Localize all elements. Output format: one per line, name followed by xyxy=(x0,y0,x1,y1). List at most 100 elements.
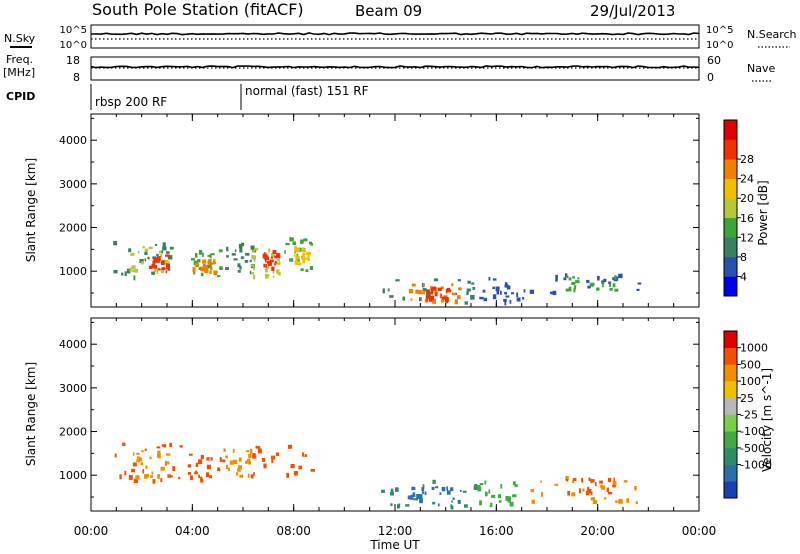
power-cell xyxy=(264,257,267,263)
velocity-y-axis: 1000 2000 3000 4000 xyxy=(59,321,699,498)
velocity-cell xyxy=(156,446,161,449)
velocity-cell xyxy=(554,483,559,486)
noise-left-tick-high: 10^5 xyxy=(60,25,87,36)
velocity-cell xyxy=(531,499,535,504)
power-echo-region-1 xyxy=(113,240,174,281)
power-cell xyxy=(263,263,266,268)
power-cell xyxy=(552,290,557,296)
noise-left-tick-low: 10^0 xyxy=(60,40,87,51)
colorbar-swatch xyxy=(724,431,737,449)
power-cell xyxy=(269,259,274,263)
cpid-row: CPID rbsp 200 RF normal (fast) 151 RF xyxy=(6,84,369,110)
power-cell xyxy=(284,250,286,254)
velocity-cell xyxy=(488,489,491,494)
velocity-cell xyxy=(205,472,210,478)
velocity-cell xyxy=(161,444,166,447)
power-cell xyxy=(492,294,497,300)
power-cell xyxy=(133,275,136,281)
power-cell xyxy=(302,252,305,257)
power-cell xyxy=(426,292,429,295)
frequency-line xyxy=(90,65,700,69)
power-cell xyxy=(264,273,269,279)
power-cell xyxy=(234,249,237,253)
colorbar-tick-label: -25 xyxy=(740,409,758,422)
velocity-cell xyxy=(473,485,478,490)
power-cell xyxy=(197,259,201,263)
velocity-cell xyxy=(133,478,138,483)
velocity-cell xyxy=(225,455,228,459)
velocity-cell xyxy=(419,494,423,500)
velocity-cell xyxy=(565,476,569,481)
power-cell xyxy=(198,250,203,255)
power-cell xyxy=(575,280,580,284)
y-tick-label: 2000 xyxy=(59,426,87,439)
station-title: South Pole Station (fitACF) xyxy=(92,0,304,19)
velocity-cell xyxy=(490,502,493,505)
power-cell xyxy=(516,292,519,297)
velocity-cell xyxy=(599,480,603,484)
velocity-cell xyxy=(512,494,517,498)
power-cell xyxy=(265,268,268,273)
power-cell xyxy=(200,272,204,277)
power-echo-region-10 xyxy=(293,246,311,266)
power-cell xyxy=(492,286,496,289)
velocity-cell xyxy=(236,472,239,476)
velocity-cell xyxy=(623,480,628,483)
power-echo-region-13 xyxy=(425,286,452,302)
power-cell xyxy=(309,266,313,270)
velocity-cell xyxy=(135,475,140,480)
power-cell xyxy=(458,287,462,291)
y-tick-label: 4000 xyxy=(59,338,87,351)
colorbar-frame xyxy=(723,119,738,297)
power-cell xyxy=(504,301,507,306)
power-cell xyxy=(161,268,165,274)
velocity-cell xyxy=(248,460,251,465)
power-cell xyxy=(121,272,124,276)
y-tick-label: 3000 xyxy=(59,382,87,395)
power-cell xyxy=(608,281,612,285)
power-cell xyxy=(164,259,168,265)
power-cell xyxy=(452,292,456,296)
x-tick-label: 04:00 xyxy=(175,524,210,538)
velocity-cell xyxy=(237,468,241,472)
power-cell xyxy=(166,263,170,268)
power-cell xyxy=(297,262,302,266)
power-cell xyxy=(614,275,617,280)
velocity-cell xyxy=(506,496,511,499)
power-cell xyxy=(129,267,132,272)
power-cell xyxy=(422,288,427,292)
velocity-cell xyxy=(263,463,267,469)
power-cell xyxy=(573,287,576,293)
power-cell xyxy=(156,269,159,275)
power-cell xyxy=(251,271,254,275)
velocity-cell xyxy=(250,450,253,454)
velocity-cell xyxy=(132,462,137,467)
power-cell xyxy=(301,247,305,252)
power-cell xyxy=(429,295,435,301)
power-cell xyxy=(587,285,591,289)
nave-label: Nave xyxy=(747,62,775,75)
power-cell xyxy=(285,242,290,246)
noise-left-label: N.Sky xyxy=(4,32,36,45)
velocity-cell xyxy=(252,454,257,459)
power-cell xyxy=(500,290,502,295)
y-tick-label: 2000 xyxy=(59,222,87,235)
power-cell xyxy=(144,248,149,252)
velocity-cell xyxy=(136,456,141,460)
velocity-cell xyxy=(234,459,236,463)
date-label: 29/Jul/2013 xyxy=(590,2,675,20)
power-cell xyxy=(425,295,429,299)
power-cell xyxy=(253,255,256,260)
power-cell xyxy=(249,270,252,275)
power-cell xyxy=(492,278,497,281)
noise-right-tick-high: 10^5 xyxy=(706,25,733,36)
velocity-cell xyxy=(293,471,298,476)
velocity-cell xyxy=(246,450,250,453)
power-cell xyxy=(472,287,476,290)
power-cell xyxy=(274,261,277,264)
velocity-cell xyxy=(462,490,467,493)
power-cell xyxy=(226,246,229,252)
velocity-cell xyxy=(198,459,203,465)
colorbar-tick-label: 16 xyxy=(740,212,754,225)
power-cell xyxy=(395,279,400,282)
